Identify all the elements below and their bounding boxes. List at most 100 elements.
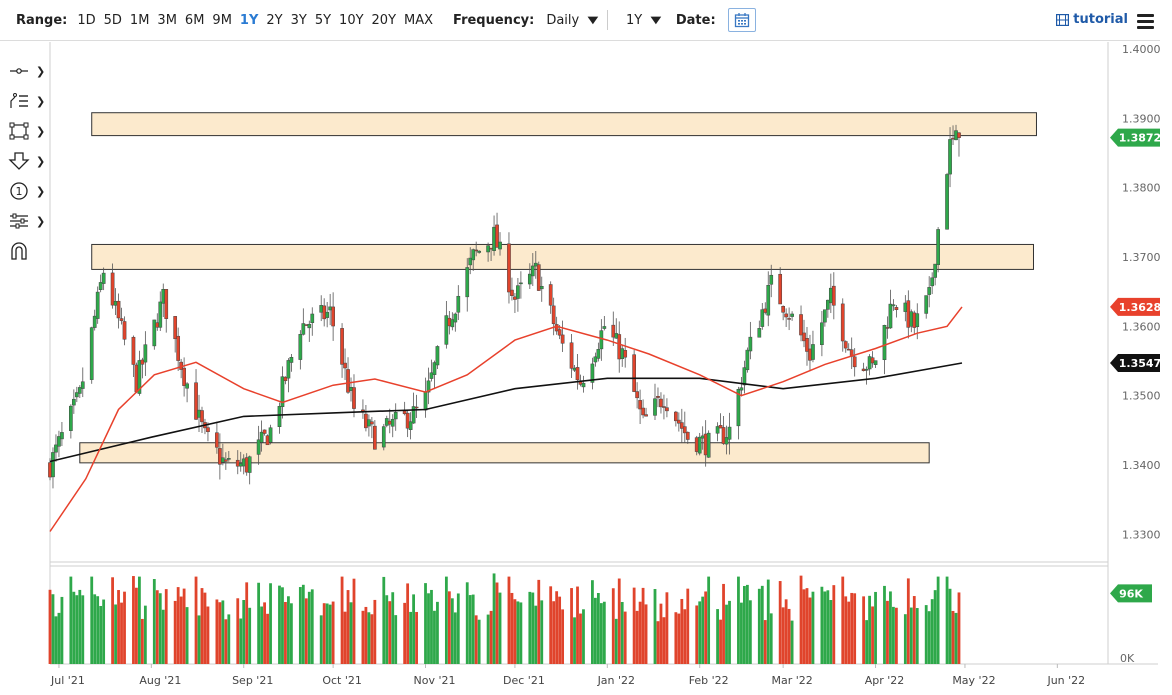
period-dropdown[interactable]: 1Y ▼ (626, 13, 661, 28)
arrow-marker-tool[interactable]: ❯ (8, 146, 48, 176)
candle-body (718, 425, 723, 429)
candle-body (682, 426, 687, 434)
indicator-settings-tool[interactable]: ❯ (8, 206, 48, 236)
volume-bar (728, 600, 731, 664)
volume-bar (394, 615, 398, 664)
volume-bar (799, 575, 803, 664)
crosshair-tool[interactable]: ❯ (8, 56, 48, 86)
rectangle-tool[interactable]: ❯ (8, 116, 48, 146)
candle-body (611, 324, 616, 338)
volume-bar (757, 588, 761, 664)
range-button-3y[interactable]: 3Y (290, 12, 307, 28)
candle-body (742, 367, 747, 386)
drawing-list-tool[interactable]: ❯ (8, 86, 48, 116)
candle-body (194, 382, 198, 420)
range-button-1d[interactable]: 1D (77, 12, 96, 28)
volume-bar (847, 601, 851, 664)
volume-bar (808, 597, 812, 664)
volume-bar (498, 592, 502, 664)
candle-body (310, 313, 315, 323)
volume-bar (415, 611, 418, 664)
candle-body (92, 315, 97, 328)
x-tick-label: Feb '22 (689, 674, 729, 687)
candle-body (89, 327, 94, 380)
volume-bar (787, 608, 791, 664)
tutorial-link[interactable]: tutorial (1056, 12, 1128, 27)
range-button-5y[interactable]: 5Y (314, 12, 332, 28)
volume-bar (552, 601, 556, 664)
expand-arrow-icon: ❯ (36, 214, 46, 228)
candle-body (903, 302, 908, 312)
candle-body (80, 381, 85, 389)
volume-bar (123, 591, 126, 664)
candle-body (641, 407, 645, 416)
volume-bar (695, 605, 699, 664)
volume-bar (763, 620, 767, 664)
candle-body (402, 410, 407, 415)
range-button-6m[interactable]: 6M (184, 12, 205, 28)
range-button-5d[interactable]: 5D (103, 12, 122, 28)
tutorial-label: tutorial (1073, 12, 1128, 27)
volume-bar (343, 611, 347, 664)
volume-bar (593, 597, 597, 664)
candle-body (370, 421, 374, 425)
volume-bar (194, 576, 198, 664)
x-tick-label: Oct '21 (322, 674, 362, 687)
range-button-1y[interactable]: 1Y (239, 12, 259, 28)
x-tick-label: Jan '22 (597, 674, 635, 687)
range-button-3m[interactable]: 3M (157, 12, 177, 28)
volume-bar (599, 603, 603, 664)
candle-body (122, 321, 127, 340)
volume-bar (278, 585, 281, 664)
candle-body (536, 264, 541, 291)
volume-bar (862, 596, 866, 664)
range-button-20y[interactable]: 20Y (371, 12, 397, 28)
volume-bar (96, 596, 100, 664)
candle-body (527, 273, 532, 285)
volume-bar (665, 592, 669, 664)
y-tick-label: 1.3800 (1122, 182, 1161, 195)
candle-body (390, 418, 395, 427)
candle-body (426, 380, 431, 393)
volume-tag (1110, 584, 1152, 603)
candle-body (182, 367, 186, 386)
range-button-10y[interactable]: 10Y (339, 12, 364, 28)
candle-body (322, 305, 327, 320)
numbered-marker-tool[interactable]: 1 ❯ (8, 176, 48, 206)
candle-body (352, 387, 356, 409)
volume-bar (680, 598, 684, 664)
candle-body (304, 324, 309, 326)
moving-average-fast-line (49, 306, 963, 532)
x-tick-label: Apr '22 (865, 674, 905, 687)
candle-body (533, 262, 538, 267)
frequency-value: Daily (546, 12, 580, 28)
candle-body (453, 313, 458, 323)
hamburger-menu-icon[interactable] (1137, 14, 1154, 32)
candle-body (763, 308, 768, 313)
candle-body (197, 409, 201, 418)
volume-bar (224, 619, 228, 664)
volume-bar (78, 589, 82, 664)
calendar-button[interactable] (727, 8, 756, 32)
range-label: Range: (16, 12, 68, 28)
volume-bar (915, 608, 919, 664)
candle-body (221, 457, 225, 463)
range-button-2y[interactable]: 2Y (266, 12, 283, 28)
volume-bar (489, 610, 493, 664)
volume-bar (623, 611, 627, 664)
candle-body (256, 439, 261, 455)
range-button-9m[interactable]: 9M (212, 12, 232, 28)
range-button-max[interactable]: MAX (404, 12, 434, 28)
volume-bar (477, 619, 481, 664)
candle-body (492, 226, 496, 251)
frequency-dropdown[interactable]: Daily ▼ (546, 12, 599, 28)
range-button-1m[interactable]: 1M (129, 12, 150, 28)
candle-body (223, 459, 228, 462)
volume-bar (549, 586, 553, 664)
magnet-tool[interactable] (8, 236, 48, 266)
candle-body (346, 369, 350, 393)
candle-body (828, 287, 833, 304)
toolbar: Range: 1D 5D 1M 3M 6M 9M 1Y 2Y 3Y 5Y 10Y 20Y MAX Fre… (0, 0, 1172, 40)
chevron-down-icon: ▼ (587, 14, 599, 26)
